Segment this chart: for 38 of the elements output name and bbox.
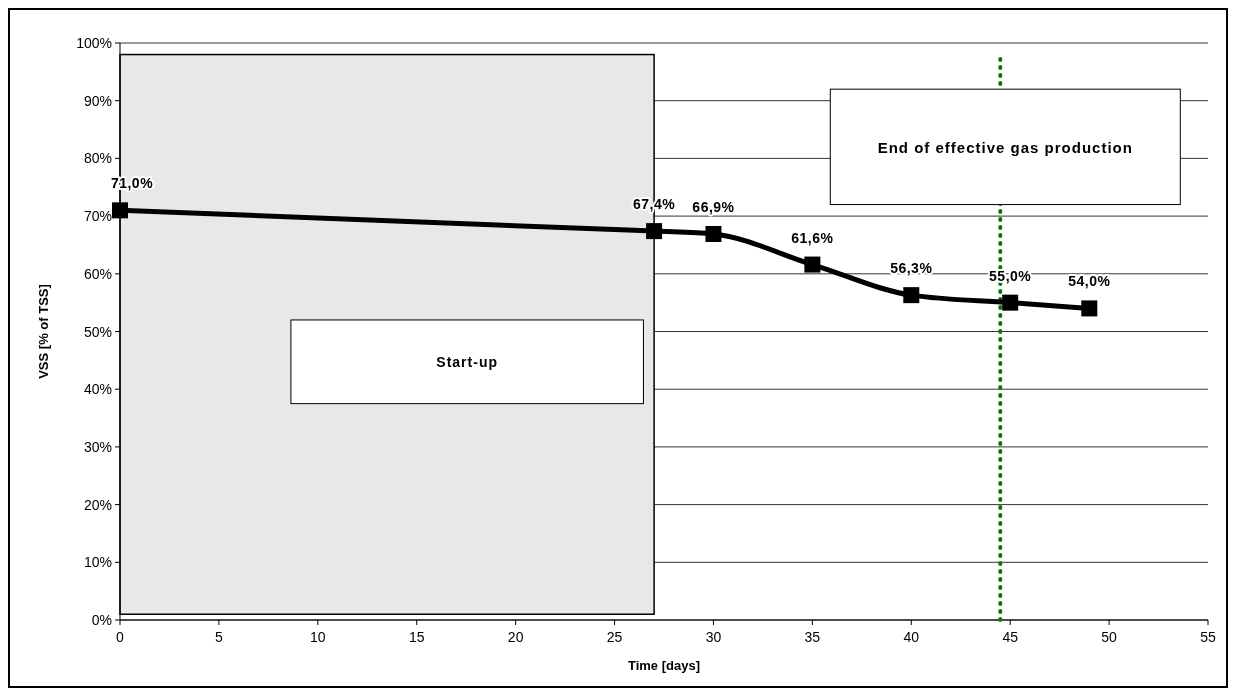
y-tick-label: 70%	[83, 208, 112, 225]
data-label: 66,9%	[692, 198, 735, 215]
y-tick-label: 60%	[83, 265, 112, 282]
x-tick-label: 5	[215, 629, 224, 645]
y-tick-label: 90%	[83, 92, 112, 109]
y-tick-label: 50%	[83, 323, 112, 340]
data-label: 61,6%	[791, 229, 834, 246]
point	[646, 223, 663, 240]
y-tick-label: 0%	[91, 612, 112, 628]
x-tick-label: 20	[507, 629, 524, 645]
point	[1002, 294, 1019, 311]
y-tick-label: 100%	[76, 35, 112, 51]
x-tick-label: 50	[1101, 629, 1118, 645]
y-tick-label: 20%	[83, 496, 112, 513]
y-axis-title: VSS [% of TSS]	[36, 284, 51, 379]
y-tick-label: 10%	[83, 554, 112, 571]
x-tick-label: 15	[408, 629, 425, 645]
x-tick-label: 0	[116, 629, 125, 645]
x-tick-label: 10	[310, 629, 326, 645]
x-tick-label: 25	[606, 629, 623, 645]
point	[804, 256, 821, 273]
y-tick-label: 40%	[83, 381, 112, 398]
point	[705, 225, 722, 242]
data-label: 56,3%	[890, 260, 933, 277]
point	[112, 202, 128, 219]
x-axis-title: Time [days]	[627, 658, 701, 673]
point	[1081, 300, 1098, 317]
x-tick-label: 40	[903, 629, 920, 645]
point	[903, 287, 920, 304]
x-tick-label: 30	[705, 629, 722, 645]
y-tick-label: 30%	[83, 438, 112, 455]
data-label: 54,0%	[1068, 273, 1111, 290]
ref-line-label: End of effective gas production	[877, 138, 1133, 156]
x-tick-label: 55	[1200, 629, 1216, 645]
x-tick-label: 35	[804, 629, 821, 645]
x-tick-label: 45	[1002, 629, 1019, 645]
y-tick-label: 80%	[83, 150, 112, 167]
band-label: Start-up	[436, 353, 499, 370]
